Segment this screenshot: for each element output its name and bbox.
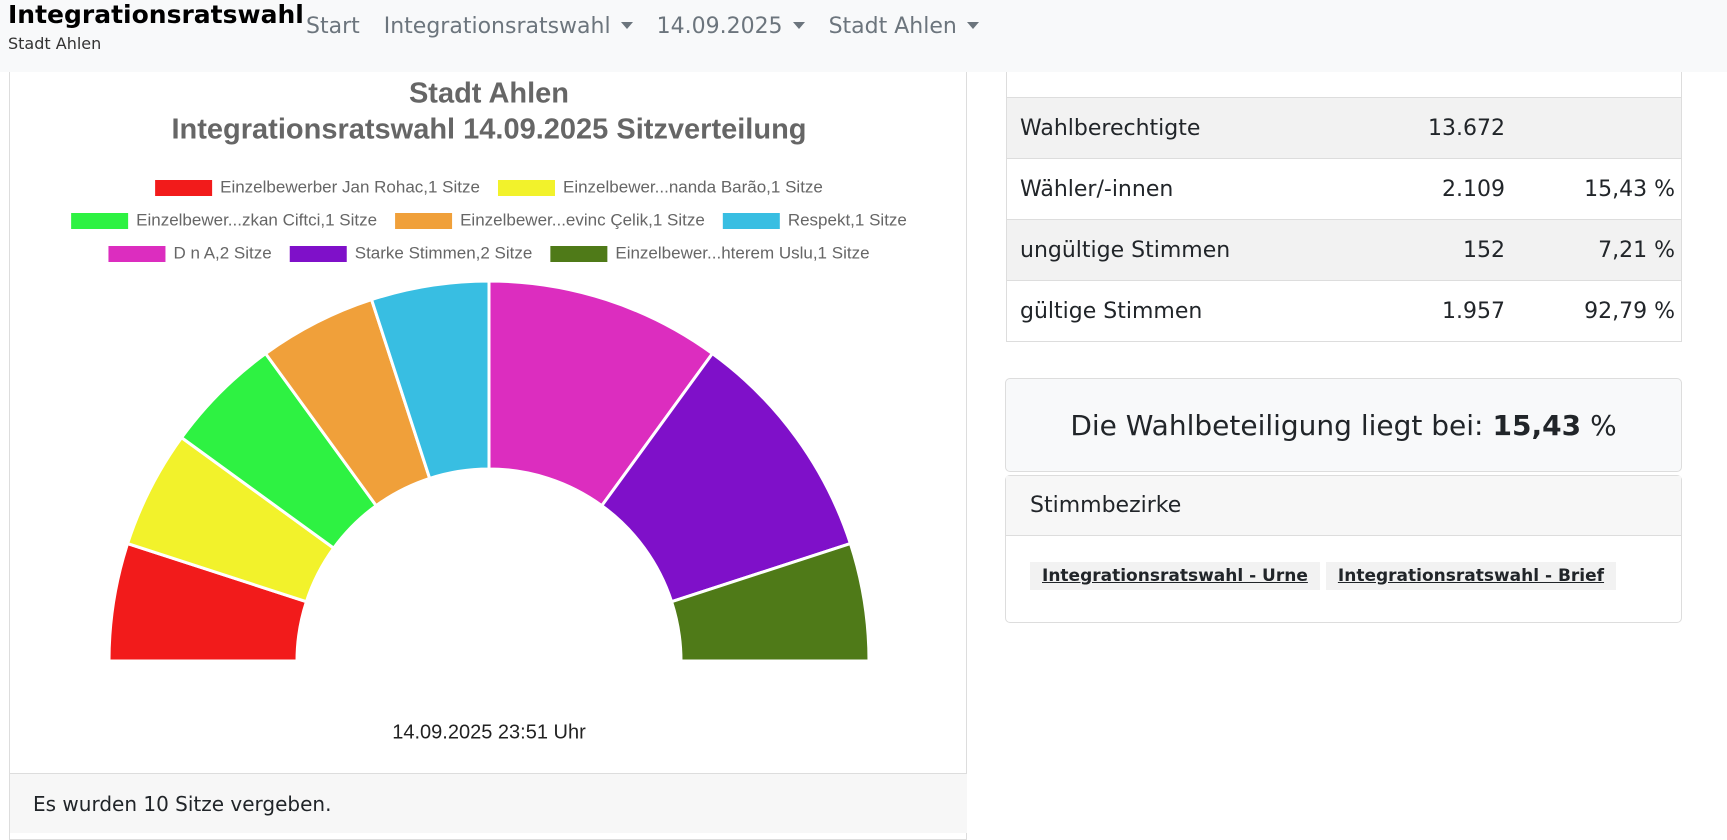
stats-count: 152 [1463, 237, 1505, 263]
districts-header: Stimmbezirke [1006, 476, 1681, 536]
legend-label: Einzelbewer...nanda Barão,1 Sitze [563, 177, 823, 196]
chart-annotation: 14.09.2025 23:51 Uhr [392, 721, 586, 743]
legend-label: Einzelbewer...hterem Uslu,1 Sitze [615, 243, 869, 262]
stats-percent: 92,79 % [1584, 298, 1675, 324]
stats-table: Wahlberechtigte 13.672 Wähler/-innen 2.109 1… [1006, 40, 1682, 342]
stats-label: gültige Stimmen [1020, 298, 1203, 324]
district-links: Integrationsratswahl - Urne Integrations… [1006, 536, 1681, 616]
stats-count: 2.109 [1442, 176, 1505, 202]
stats-row: ungültige Stimmen 152 7,21 % [1007, 219, 1681, 280]
legend-swatch [722, 213, 780, 229]
stats-percent: 7,21 % [1598, 237, 1675, 263]
stats-percent: 15,43 % [1584, 176, 1675, 202]
turnout-unit: % [1590, 408, 1617, 442]
legend-swatch [108, 246, 166, 262]
legend-swatch [289, 246, 347, 262]
nav-dropdown[interactable]: Integrationsratswahl [384, 14, 633, 39]
chart-subtitle: Integrationsratswahl 14.09.2025 Sitzvert… [171, 114, 806, 146]
legend-label: Einzelbewer...evinc Çelik,1 Sitze [460, 210, 705, 229]
legend-label: Respekt,1 Sitze [788, 210, 907, 229]
turnout-text: Die Wahlbeteiligung liegt bei: [1070, 408, 1484, 442]
stats-label: Wahlberechtigte [1020, 115, 1201, 141]
legend-label: Einzelbewerber Jan Rohac,1 Sitze [220, 177, 480, 196]
legend-label: Einzelbewer...zkan Ciftci,1 Sitze [136, 210, 377, 229]
seat-segment [669, 541, 871, 663]
chart-title: Stadt Ahlen [409, 78, 569, 110]
stats-row: Wähler/-innen 2.109 15,43 % [1007, 158, 1681, 219]
stats-count: 1.957 [1442, 298, 1505, 324]
stats-row: gültige Stimmen 1.957 92,79 % [1007, 280, 1681, 341]
legend-swatch [497, 180, 555, 196]
district-link[interactable]: Integrationsratswahl - Urne [1030, 562, 1320, 590]
stats-label: Wähler/-innen [1020, 176, 1174, 202]
stats-count: 13.672 [1428, 115, 1505, 141]
legend-swatch [155, 180, 213, 196]
turnout-box: Die Wahlbeteiligung liegt bei: 15,43 % [1005, 378, 1682, 472]
stats-label: ungültige Stimmen [1020, 237, 1231, 263]
seat-segment [599, 351, 853, 604]
legend-label: D n A,2 Sitze [173, 243, 271, 262]
legend-swatch [395, 213, 453, 229]
district-link[interactable]: Integrationsratswahl - Brief [1325, 562, 1617, 590]
nav-links: Start Integrationsratswahl 14.09.2025 St… [306, 14, 979, 39]
legend-label: Starke Stimmen,2 Sitze [355, 243, 533, 262]
nav-dropdown[interactable]: Stadt Ahlen [829, 14, 979, 39]
navbar: Integrationsratswahl Stadt Ahlen Start I… [0, 0, 1727, 72]
chart: Stadt Ahlen Integrationsratswahl 14.09.2… [71, 78, 907, 743]
nav-link[interactable]: Start [306, 14, 360, 39]
turnout-value: 15,43 [1492, 408, 1582, 442]
nav-dropdown[interactable]: 14.09.2025 [657, 14, 805, 39]
legend-swatch [550, 246, 608, 262]
legend-swatch [71, 213, 129, 229]
stats-row: Wahlberechtigte 13.672 [1007, 97, 1681, 158]
seats-note: Es wurden 10 Sitze vergeben. [10, 773, 967, 833]
districts-card: Stimmbezirke Integrationsratswahl - Urne… [1005, 475, 1682, 623]
seat-segment [487, 279, 715, 508]
brand-sub: Stadt Ahlen [8, 34, 102, 53]
brand[interactable]: Integrationsratswahl [8, 0, 304, 29]
